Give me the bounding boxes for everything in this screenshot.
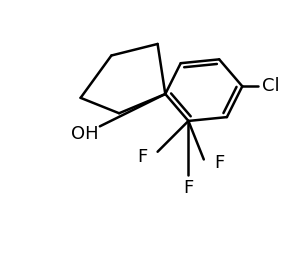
Text: F: F (214, 154, 224, 172)
Text: F: F (137, 148, 147, 166)
Text: Cl: Cl (262, 77, 279, 95)
Text: OH: OH (70, 125, 98, 143)
Text: F: F (183, 179, 194, 197)
